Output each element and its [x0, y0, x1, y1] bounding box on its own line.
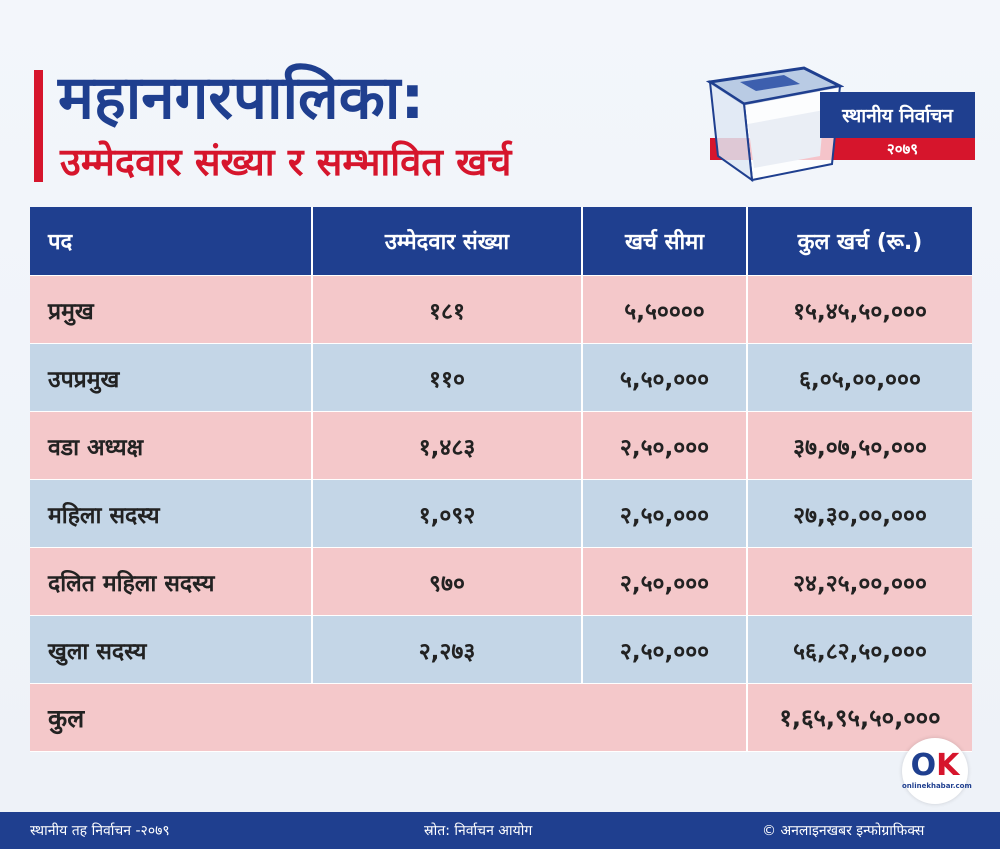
footer-bar: स्थानीय तह निर्वाचन -२०७९ स्रोत: निर्वाच… [0, 812, 1000, 849]
election-badge: स्थानीय निर्वाचन २०७९ [700, 60, 980, 190]
cell-total: १५,४५,५०,००० [793, 298, 927, 325]
logo-mark: OK [902, 750, 968, 782]
table-row: दलित महिला सदस्य ९७० २,५०,००० २४,२५,००,०… [30, 548, 972, 616]
candidates-table: पद उम्मेदवार संख्या खर्च सीमा कुल खर्च (… [30, 207, 972, 752]
page-subtitle: उम्मेदवार संख्या र सम्भावित खर्च [60, 140, 512, 184]
total-label: कुल [30, 684, 748, 751]
badge-label: स्थानीय निर्वाचन [820, 92, 975, 138]
badge-year: २०७९ [886, 140, 919, 158]
total-value: १,६५,९५,५०,००० [779, 704, 941, 732]
cell-candidates: २,२७३ [313, 616, 583, 683]
cell-candidates: १,०९२ [313, 480, 583, 547]
cell-post: महिला सदस्य [30, 480, 313, 547]
table-row: वडा अध्यक्ष १,४८३ २,५०,००० ३७,०७,५०,००० [30, 412, 972, 480]
footer-source: स्रोत: निर्वाचन आयोग [424, 823, 533, 839]
cell-candidates: ११० [313, 344, 583, 411]
cell-limit: २,५०,००० [583, 480, 748, 547]
cell-total: २४,२५,००,००० [793, 570, 927, 597]
cell-limit: २,५०,००० [583, 616, 748, 683]
onlinekhabar-logo: OK onlinekhabar.com [902, 738, 972, 804]
table-row: महिला सदस्य १,०९२ २,५०,००० २७,३०,००,००० [30, 480, 972, 548]
cell-candidates: १८१ [313, 276, 583, 343]
cell-limit: ५,५०००० [583, 276, 748, 343]
cell-total: ६,०५,००,००० [799, 366, 921, 393]
logo-mark-o: O [910, 748, 937, 783]
table-row: प्रमुख १८१ ५,५०००० १५,४५,५०,००० [30, 276, 972, 344]
footer-credit: © अनलाइनखबर इन्फोग्राफिक्स [762, 823, 925, 839]
logo-text: onlinekhabar.com [902, 782, 972, 790]
page-title: महानगरपालिका: [58, 63, 425, 133]
footer-event: स्थानीय तह निर्वाचन -२०७९ [30, 823, 170, 839]
cell-post: खुला सदस्य [30, 616, 313, 683]
table-row: खुला सदस्य २,२७३ २,५०,००० ५६,८२,५०,००० [30, 616, 972, 684]
cell-limit: २,५०,००० [583, 548, 748, 615]
table-total-row: कुल १,६५,९५,५०,००० [30, 684, 972, 752]
header-limit: खर्च सीमा [583, 207, 748, 275]
header-post: पद [30, 207, 313, 275]
title-accent-bar [34, 70, 43, 182]
cell-post: प्रमुख [30, 276, 313, 343]
logo-mark-k: K [936, 748, 960, 783]
header-total: कुल खर्च (रू.) [797, 230, 923, 255]
cell-total: ३७,०७,५०,००० [793, 434, 927, 461]
cell-post: दलित महिला सदस्य [30, 548, 313, 615]
cell-post: उपप्रमुख [30, 344, 313, 411]
cell-candidates: ९७० [313, 548, 583, 615]
cell-post: वडा अध्यक्ष [30, 412, 313, 479]
table-header-row: पद उम्मेदवार संख्या खर्च सीमा कुल खर्च (… [30, 207, 972, 276]
cell-total: २७,३०,००,००० [793, 502, 927, 529]
cell-limit: ५,५०,००० [583, 344, 748, 411]
header-candidates: उम्मेदवार संख्या [313, 207, 583, 275]
table-row: उपप्रमुख ११० ५,५०,००० ६,०५,००,००० [30, 344, 972, 412]
cell-candidates: १,४८३ [313, 412, 583, 479]
cell-total: ५६,८२,५०,००० [793, 638, 927, 665]
ballot-box-icon [705, 66, 844, 183]
cell-limit: २,५०,००० [583, 412, 748, 479]
